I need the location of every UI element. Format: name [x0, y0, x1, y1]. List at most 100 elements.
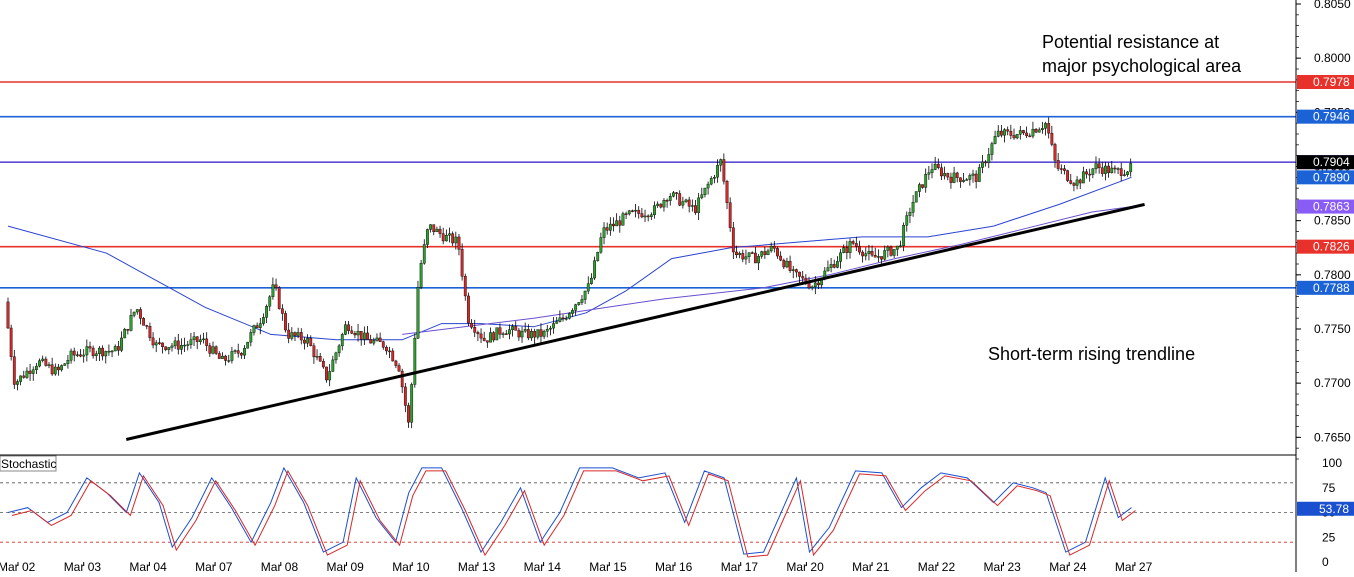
level-price-tag — [1297, 280, 1354, 295]
candle-bearish — [861, 251, 865, 257]
candle-bullish — [243, 347, 246, 356]
candle-bullish — [183, 344, 187, 347]
candle-bearish — [1078, 179, 1082, 184]
x-tick-label: Mar 16 — [655, 560, 693, 572]
candle-bullish — [962, 179, 965, 182]
candle-bullish — [246, 341, 250, 349]
stochastic-value-tag — [1297, 501, 1354, 516]
candle-bullish — [123, 328, 127, 339]
candle-bearish — [921, 184, 924, 188]
candle-bullish — [306, 338, 309, 344]
x-tick-label: Mar 07 — [195, 560, 233, 572]
candle-bullish — [593, 260, 596, 279]
candle-bearish — [694, 205, 697, 213]
candle-bearish — [293, 332, 297, 336]
candle-bullish — [826, 267, 830, 272]
candle-bullish — [98, 347, 101, 354]
candle-bullish — [435, 228, 439, 233]
candle-bearish — [1047, 123, 1051, 134]
candle-bullish — [426, 229, 429, 245]
candle-bearish — [1069, 180, 1073, 184]
x-tick-label: Mar 15 — [589, 560, 627, 572]
candle-bearish — [779, 255, 783, 261]
candle-bullish — [230, 351, 234, 361]
candle-bullish — [419, 262, 423, 288]
candle-bullish — [867, 251, 871, 254]
candle-bearish — [284, 313, 287, 331]
candle-bullish — [508, 329, 511, 335]
candle-bearish — [936, 163, 940, 168]
candle-bullish — [662, 200, 666, 208]
candle-bullish — [719, 159, 723, 166]
candle-bearish — [457, 236, 461, 250]
candle-bearish — [1097, 163, 1101, 168]
candle-bearish — [476, 332, 480, 335]
candle-bearish — [44, 358, 48, 366]
candle-bullish — [552, 323, 555, 329]
candle-bearish — [845, 247, 849, 253]
candle-bearish — [1006, 129, 1010, 132]
level-price-tag — [1297, 109, 1354, 124]
candle-bullish — [511, 326, 514, 330]
candle-bullish — [892, 249, 896, 256]
candle-bullish — [113, 346, 117, 352]
candle-bullish — [60, 365, 64, 371]
x-tick-label: Mar 02 — [0, 560, 36, 572]
level-price-tag — [1297, 75, 1354, 89]
candle-bullish — [917, 184, 921, 192]
candle-bullish — [132, 311, 136, 316]
candle-bearish — [949, 176, 953, 183]
candle-bullish — [842, 247, 846, 253]
candle-bullish — [120, 337, 123, 351]
candle-bearish — [795, 269, 798, 273]
candle-bearish — [533, 330, 537, 338]
stochastic-tick-label: 0 — [1322, 555, 1329, 569]
candle-bearish — [725, 181, 729, 203]
candle-bearish — [239, 353, 243, 356]
candle-bullish — [586, 283, 590, 292]
candle-bullish — [555, 321, 559, 324]
candle-bullish — [66, 360, 70, 364]
candle-bearish — [735, 251, 738, 256]
candle-bullish — [545, 328, 549, 332]
y-tick-label: 0.8050 — [1314, 0, 1351, 11]
candle-bullish — [656, 203, 660, 206]
candle-bearish — [946, 173, 950, 178]
candle-bullish — [971, 173, 975, 176]
candle-bearish — [624, 213, 628, 215]
candle-bullish — [1031, 128, 1035, 137]
stochastic-k-line — [7, 466, 1132, 555]
candle-bullish — [180, 345, 183, 350]
candle-bearish — [460, 249, 464, 277]
stochastic-legend: Stochastic — [0, 455, 57, 472]
candle-bearish — [397, 365, 401, 372]
candle-bearish — [438, 228, 442, 234]
candle-bearish — [394, 360, 398, 366]
candle-bearish — [441, 233, 445, 242]
candle-bullish — [186, 344, 190, 346]
candle-bearish — [403, 386, 407, 406]
candle-bearish — [214, 346, 218, 354]
candle-bullish — [536, 329, 540, 338]
candle-bullish — [571, 310, 574, 314]
candle-bearish — [325, 366, 328, 381]
candle-bearish — [678, 193, 682, 206]
candle-bearish — [728, 202, 732, 228]
ma-price-tag-label: 0.7890 — [1313, 170, 1350, 184]
candle-bullish — [829, 264, 833, 268]
candle-bullish — [1104, 165, 1107, 174]
candle-bullish — [25, 370, 29, 378]
ma-price-tag — [1297, 199, 1354, 214]
candle-bearish — [854, 243, 858, 247]
candle-bullish — [1122, 174, 1126, 176]
candle-bullish — [154, 342, 158, 346]
candle-bearish — [492, 332, 496, 341]
x-tick-label: Mar 27 — [1115, 560, 1153, 572]
candle-bearish — [889, 246, 893, 256]
candle-bullish — [924, 173, 928, 188]
candle-bullish — [700, 194, 704, 199]
candle-bullish — [1116, 168, 1120, 170]
candle-bullish — [1091, 168, 1095, 175]
